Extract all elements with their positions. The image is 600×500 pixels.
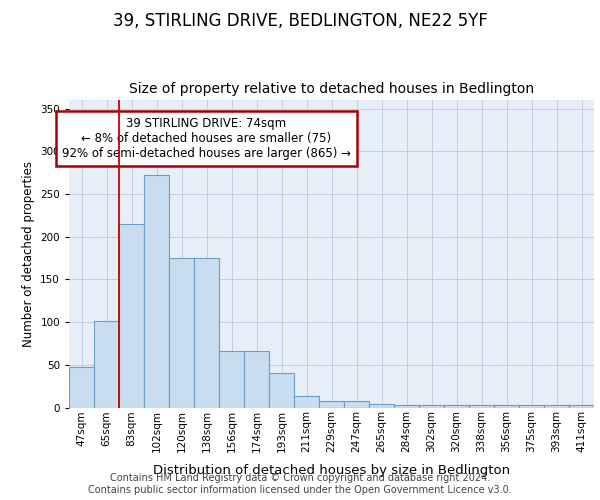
Bar [444,405,469,407]
Bar [144,175,169,408]
Bar [69,366,94,408]
Bar [244,351,269,408]
Bar [369,404,394,407]
Text: 39, STIRLING DRIVE, BEDLINGTON, NE22 5YF: 39, STIRLING DRIVE, BEDLINGTON, NE22 5YF [113,12,487,30]
Bar [344,400,369,407]
Bar [494,405,519,407]
Bar [94,321,119,408]
Bar [544,405,569,407]
Bar [469,405,494,407]
Text: Contains HM Land Registry data © Crown copyright and database right 2024.
Contai: Contains HM Land Registry data © Crown c… [88,474,512,495]
Bar [519,405,544,407]
Bar [294,396,319,407]
Bar [119,224,144,408]
Text: 39 STIRLING DRIVE: 74sqm
← 8% of detached houses are smaller (75)
92% of semi-de: 39 STIRLING DRIVE: 74sqm ← 8% of detache… [62,117,351,160]
Title: Size of property relative to detached houses in Bedlington: Size of property relative to detached ho… [129,82,534,96]
Bar [319,400,344,407]
Bar [394,405,419,407]
Bar [169,258,194,408]
Y-axis label: Number of detached properties: Number of detached properties [22,161,35,347]
Bar [569,405,594,407]
Bar [219,351,244,408]
Bar [419,405,444,407]
Bar [194,258,219,408]
X-axis label: Distribution of detached houses by size in Bedlington: Distribution of detached houses by size … [153,464,510,476]
Bar [269,374,294,408]
